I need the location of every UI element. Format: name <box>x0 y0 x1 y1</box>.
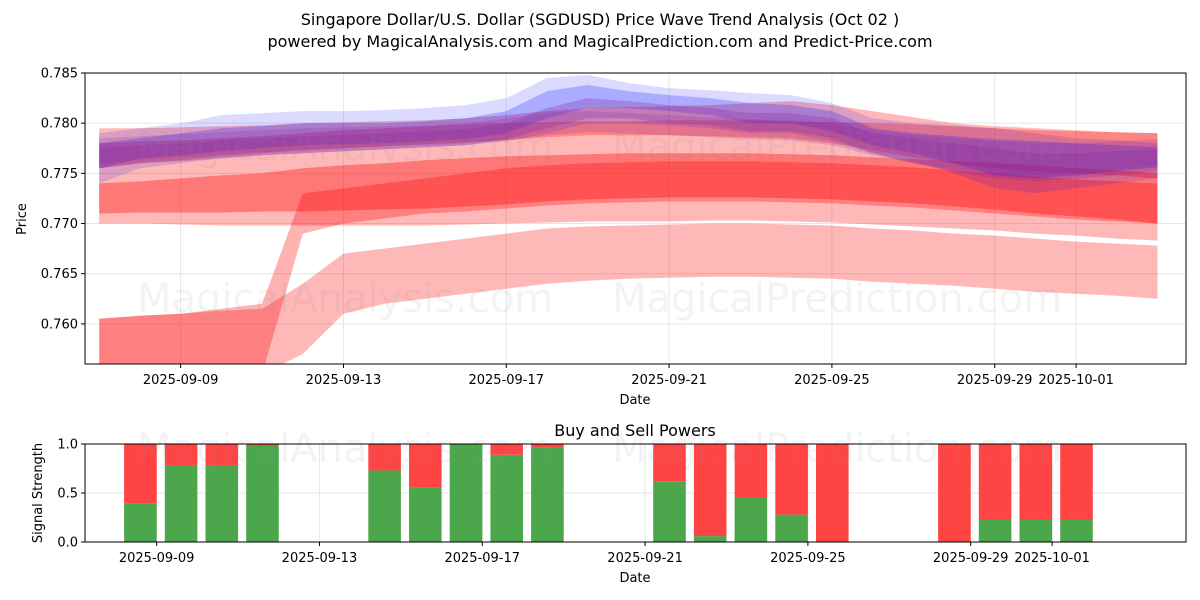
buy-bar <box>164 465 198 542</box>
sell-bar <box>1060 444 1093 520</box>
y-tick-label: 0.770 <box>41 217 78 232</box>
chart-title: Singapore Dollar/U.S. Dollar (SGDUSD) Pr… <box>301 10 899 29</box>
x-tick-label: 2025-09-21 <box>631 373 707 388</box>
x-tick-label: 2025-09-09 <box>143 373 219 388</box>
buy-bar <box>124 503 157 542</box>
bottom-axes: 2025-09-09 2025-09-13 2025-09-17 2025-09-21… <box>57 438 1090 567</box>
sell-bar <box>164 444 198 466</box>
watermark-text: MagicalAnalysis.com <box>137 426 553 472</box>
band-purple-band-core <box>99 98 1158 182</box>
watermark-text: MagicalPrediction.com <box>612 124 1062 170</box>
band-red-band-outer <box>99 223 1158 364</box>
x-tick-label: 2025-09-13 <box>306 373 382 388</box>
bottom-watermarks: MagicalAnalysis.com MagicalPrediction.co… <box>137 426 1062 472</box>
buy-bar <box>775 514 808 542</box>
x-tick-label: 2025-10-01 <box>1038 373 1114 388</box>
chart-subtitle: powered by MagicalAnalysis.com and Magic… <box>267 32 932 51</box>
band-red-band-rising <box>99 161 1158 364</box>
buy-bar <box>1060 519 1093 542</box>
y-tick-label: 0.780 <box>41 117 78 132</box>
x-tick-label: 2025-10-01 <box>1014 551 1090 566</box>
watermark-text: MagicalAnalysis.com <box>137 124 553 170</box>
sell-bar <box>490 444 523 455</box>
band-red-band-wide <box>99 120 1158 241</box>
buy-bar <box>246 446 279 542</box>
band-red-band-top <box>99 101 1158 179</box>
y-tick-label: 0.765 <box>41 267 78 282</box>
sell-bar <box>775 444 808 515</box>
x-tick-label: 2025-09-29 <box>957 373 1033 388</box>
buy-bar <box>205 465 239 542</box>
top-axes: 2025-09-09 2025-09-13 2025-09-17 2025-09-21… <box>41 67 1114 389</box>
signal-bars <box>124 444 1093 542</box>
top-y-axis-label: Price <box>15 203 30 235</box>
buy-bar <box>978 519 1012 542</box>
sell-bar <box>205 444 239 466</box>
sell-bar <box>734 444 768 498</box>
top-x-axis-label: Date <box>619 393 650 408</box>
buy-bar <box>531 447 564 542</box>
sell-bar <box>978 444 1012 520</box>
x-tick-label: 2025-09-17 <box>468 373 544 388</box>
sell-bar <box>1019 444 1053 520</box>
watermark-text: MagicalAnalysis.com <box>137 276 553 322</box>
buy-bar <box>734 497 768 542</box>
y-tick-label: 0.0 <box>57 536 78 551</box>
y-tick-label: 0.760 <box>41 317 78 332</box>
sell-bar <box>124 444 157 504</box>
watermark-text: MagicalPrediction.com <box>612 426 1062 472</box>
sell-bar <box>409 444 442 488</box>
sell-bar <box>368 444 401 471</box>
band-blue-band-core <box>99 85 1158 179</box>
buy-bar <box>409 487 442 542</box>
x-tick-label: 2025-09-25 <box>794 373 870 388</box>
band-blue-band-outer <box>99 75 1158 194</box>
band-red-band-mid <box>99 153 1158 224</box>
sell-bar <box>653 444 686 482</box>
y-tick-label: 0.775 <box>41 167 78 182</box>
x-tick-label: 2025-09-25 <box>770 551 846 566</box>
sell-bar <box>246 444 279 446</box>
x-tick-label: 2025-09-13 <box>282 551 358 566</box>
sell-bar <box>693 444 727 537</box>
bottom-x-axis-label: Date <box>619 571 650 586</box>
x-tick-label: 2025-09-29 <box>933 551 1009 566</box>
buy-bar <box>368 470 401 542</box>
x-tick-label: 2025-09-09 <box>119 551 195 566</box>
top-plot-frame <box>84 72 1187 365</box>
x-tick-label: 2025-09-21 <box>607 551 683 566</box>
buy-bar <box>449 444 483 542</box>
x-tick-label: 2025-09-17 <box>444 551 520 566</box>
bottom-y-axis-label: Signal Strength <box>31 443 46 543</box>
sell-bar <box>531 444 564 448</box>
top-watermarks: MagicalAnalysis.com MagicalPrediction.co… <box>137 124 1062 322</box>
bar-chart-title: Buy and Sell Powers <box>554 421 716 440</box>
sell-bar <box>816 444 849 542</box>
watermark-text: MagicalPrediction.com <box>612 276 1062 322</box>
y-tick-label: 1.0 <box>57 438 78 453</box>
buy-bar <box>693 536 727 542</box>
y-tick-label: 0.785 <box>41 67 78 82</box>
buy-bar <box>1019 519 1053 542</box>
y-tick-label: 0.5 <box>57 487 78 502</box>
buy-bar <box>653 481 686 542</box>
sell-bar <box>938 444 971 542</box>
price-bands <box>99 75 1158 364</box>
band-magenta-band <box>99 111 1158 176</box>
buy-bar <box>490 454 523 542</box>
